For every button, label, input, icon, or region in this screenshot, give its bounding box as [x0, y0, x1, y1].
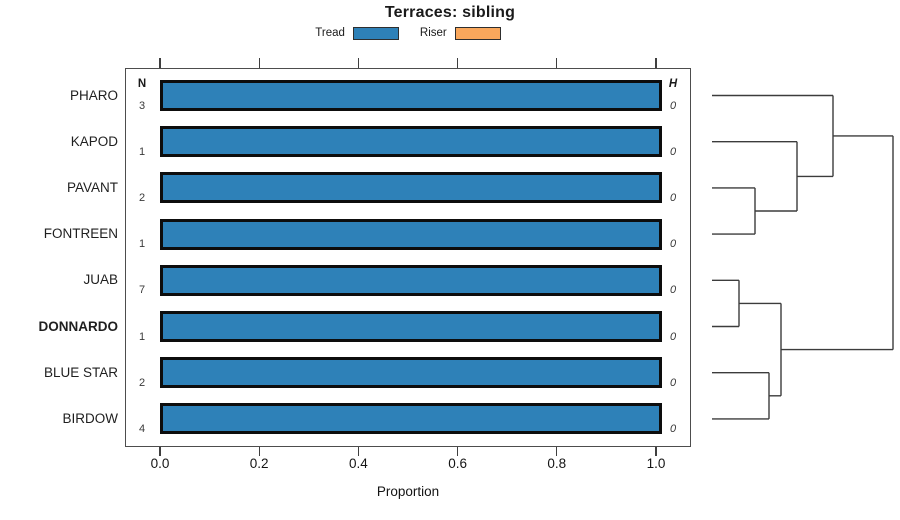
x-tick-label: 0.4 [349, 456, 368, 471]
h-column-header: H [668, 78, 678, 90]
n-value: 4 [138, 422, 146, 435]
row-label-pharo: PHARO [69, 87, 118, 103]
bar-pharo [160, 80, 662, 111]
x-tick-label: 0.8 [547, 456, 567, 471]
axis-tick-bottom [456, 447, 459, 456]
h-value: 0 [669, 145, 677, 158]
x-tick-label: 1.0 [646, 456, 666, 471]
axis-tick-top [258, 58, 260, 68]
n-value: 1 [138, 238, 146, 251]
x-tick-label: 0.0 [150, 456, 170, 471]
x-tick-label: 0.6 [448, 456, 467, 471]
row-label-pavant: PAVANT [66, 179, 118, 195]
bar-segment-tread [163, 267, 659, 293]
n-column-header: N [137, 78, 147, 90]
bar-fontreen [160, 218, 662, 250]
row-label-fontreen: FONTREEN [43, 226, 118, 242]
axis-tick-bottom [556, 447, 558, 456]
row-label-donnardo: DONNARDO [38, 318, 119, 334]
n-value: 1 [138, 330, 146, 343]
axis-tick-bottom [357, 447, 360, 456]
h-value: 0 [669, 330, 677, 343]
bar-segment-tread [163, 360, 659, 386]
n-value: 1 [138, 145, 146, 158]
plot-area [125, 68, 691, 447]
axis-tick-bottom [258, 447, 260, 456]
bar-segment-tread [163, 314, 659, 339]
axis-tick-top [159, 58, 161, 68]
row-label-blue-star: BLUE STAR [43, 364, 118, 380]
n-value: 2 [138, 191, 146, 204]
h-value: 0 [669, 99, 677, 112]
axis-tick-top [456, 58, 459, 68]
axis-tick-top [357, 58, 360, 68]
bar-blue-star [160, 357, 662, 389]
legend-label-riser: Riser [419, 27, 447, 39]
legend-item-riser: Riser [419, 26, 501, 40]
axis-tick-top [655, 58, 657, 68]
bar-birdow [160, 403, 662, 435]
axis-tick-bottom [159, 447, 161, 456]
axis-tick-bottom [655, 447, 657, 456]
legend-item-tread: Tread [315, 26, 399, 40]
bar-pavant [160, 172, 662, 204]
n-value: 2 [138, 376, 146, 389]
x-axis-title: Proportion [376, 484, 440, 499]
row-label-kapod: KAPOD [70, 133, 118, 149]
bar-kapod [160, 126, 662, 158]
bar-segment-tread [163, 83, 659, 108]
n-value: 7 [138, 284, 146, 297]
legend: Tread Riser [125, 25, 691, 41]
h-value: 0 [669, 422, 677, 435]
legend-swatch-tread [352, 26, 399, 40]
legend-label-tread: Tread [315, 27, 345, 39]
n-value: 3 [138, 99, 146, 112]
bar-segment-tread [163, 175, 659, 201]
h-value: 0 [669, 376, 677, 389]
legend-swatch-riser [454, 26, 501, 40]
row-label-birdow: BIRDOW [62, 410, 119, 426]
x-tick-label: 0.2 [249, 456, 269, 471]
h-value: 0 [669, 284, 677, 297]
bar-segment-tread [163, 406, 659, 432]
chart-title: Terraces: sibling [384, 4, 516, 21]
axis-tick-top [556, 58, 558, 68]
bar-donnardo [160, 311, 662, 342]
bar-segment-tread [163, 221, 659, 247]
bar-segment-tread [163, 129, 659, 155]
h-value: 0 [669, 191, 677, 204]
h-value: 0 [669, 238, 677, 251]
row-label-juab: JUAB [83, 272, 118, 288]
bar-juab [160, 264, 662, 296]
